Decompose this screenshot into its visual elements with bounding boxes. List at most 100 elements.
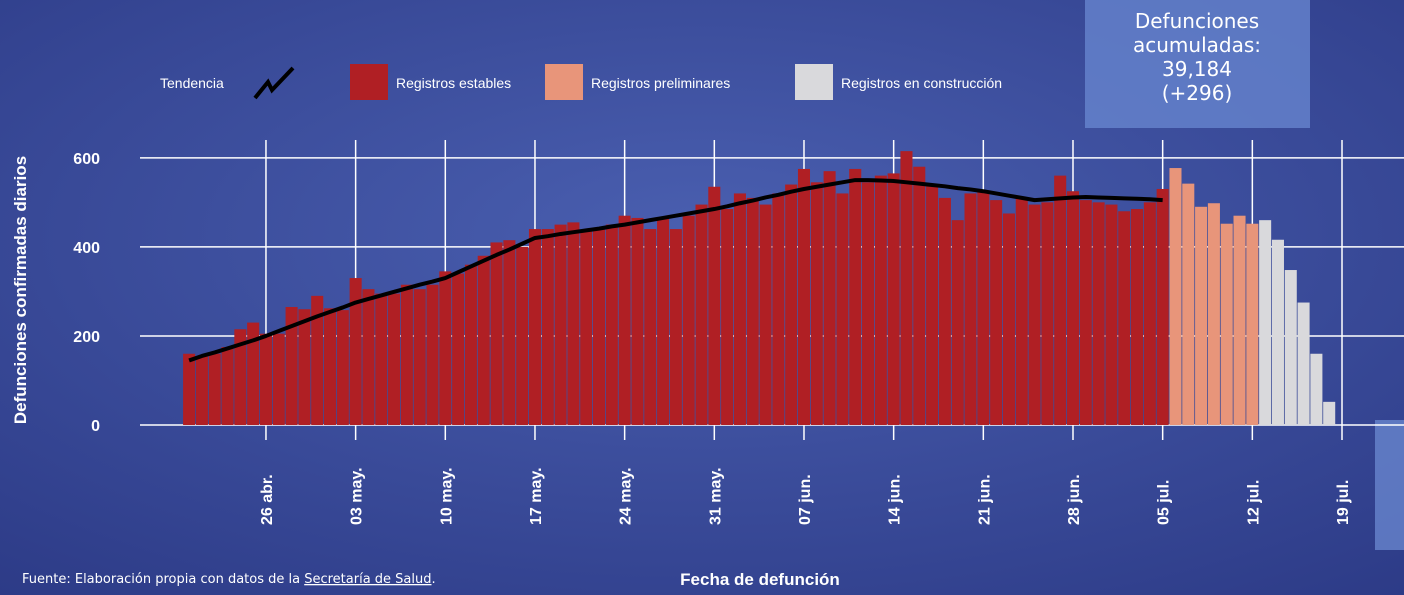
source: Fuente: Elaboración propia con datos de … [22,572,300,587]
summary-line: acumuladas: [1133,33,1261,57]
bar [1208,203,1220,425]
bar [1310,354,1322,425]
bar [926,185,938,425]
bar [913,167,925,425]
bar [273,334,285,425]
x-tick-label: 24 may. [618,467,635,525]
bar [183,354,195,425]
bar [478,256,490,425]
bar [708,187,720,425]
bar [1298,303,1310,425]
bar [1105,205,1117,425]
bar [414,289,426,425]
bar [631,218,643,425]
bar [721,209,733,425]
legend-swatch [795,64,833,100]
x-tick-label: 07 jun. [797,474,814,525]
bar [1157,189,1169,425]
bar [670,229,682,425]
bar [375,294,387,425]
bar [1054,176,1066,425]
bar [862,182,874,425]
source-end: . [432,572,436,587]
bar [542,229,554,425]
bar [657,218,669,425]
bar [1246,224,1258,425]
bar [900,151,912,425]
legend-swatch [350,64,388,100]
bar [952,220,964,425]
bar [644,229,656,425]
x-axis-label: Fecha de defunción [680,570,840,589]
bar [606,225,618,425]
bar [1041,202,1053,425]
bar [1169,168,1181,425]
bar [798,169,810,425]
bar [1080,200,1092,425]
bar [1182,184,1194,425]
bar [580,231,592,425]
legend-label: Registros estables [396,75,511,91]
bar [1221,224,1233,425]
bar [491,242,503,425]
summary-line: Defunciones [1135,9,1259,33]
bar [990,200,1002,425]
chart: Defunciones acumuladas: 39,184 (+296) De… [0,0,1404,595]
bar [695,205,707,425]
bar [1067,191,1079,425]
bar [1144,202,1156,425]
legend-label: Tendencia [160,75,224,91]
bar [1093,202,1105,425]
x-tick-label: 12 jul. [1245,480,1262,525]
bar [529,229,541,425]
x-tick-label: 03 may. [349,467,366,525]
legend-swatch [545,64,583,100]
bar [452,274,464,425]
legend-label: Registros en construcción [841,75,1002,91]
bar [1029,205,1041,425]
bar [875,176,887,425]
x-tick-label: 14 jun. [887,474,904,525]
bar [324,308,336,425]
y-tick-label: 600 [73,151,100,168]
bar [772,193,784,425]
x-tick-label: 19 jul. [1335,480,1352,525]
bar [1195,207,1207,425]
bar [1272,240,1284,425]
bar [209,354,221,425]
x-tick-label: 21 jun. [976,474,993,525]
x-tick-label: 26 abr. [259,474,276,525]
bar [1234,216,1246,425]
side-panel [1375,420,1404,550]
bar [465,265,477,425]
bar [401,285,413,425]
bar [977,191,989,425]
x-tick-label: 28 jun. [1066,474,1083,525]
bar [362,289,374,425]
source-link[interactable]: Secretaría de Salud [304,572,431,587]
bar [939,198,951,425]
bar [1259,220,1271,425]
bar [785,185,797,425]
bar [849,169,861,425]
y-axis-label: Defunciones confirmadas diarios [11,156,30,424]
bar [260,334,272,425]
bar [196,356,208,425]
bar [824,171,836,425]
summary-line: 39,184 [1162,57,1232,81]
bar [516,247,528,425]
x-tick-label: 17 may. [528,467,545,525]
summary-line: (+296) [1162,81,1233,105]
y-tick-label: 400 [73,240,100,257]
x-tick-label: 31 may. [707,467,724,525]
bar [1118,211,1130,425]
bar [222,347,234,425]
bar [734,193,746,425]
bar [503,240,515,425]
bar [683,216,695,425]
bar [1131,209,1143,425]
bar [1285,270,1297,425]
bar [747,198,759,425]
bar [298,309,310,425]
bar [567,222,579,425]
